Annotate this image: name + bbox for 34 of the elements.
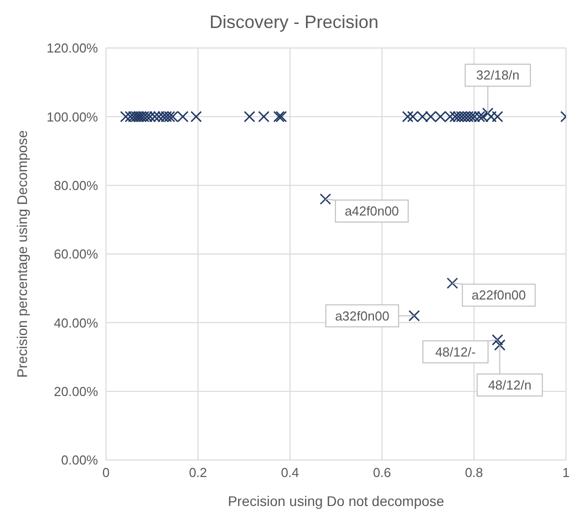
x-tick-label: 0.8 [464, 465, 484, 480]
y-tick-label: 100.00% [46, 109, 98, 124]
annotation: a42f0n00 [344, 204, 399, 219]
chart-title: Discovery - Precision [208, 11, 380, 34]
annotation: 32/18/n [476, 68, 520, 83]
point [258, 110, 270, 122]
y-tick-label: 80.00% [54, 178, 98, 193]
point [482, 108, 494, 119]
point [408, 310, 420, 322]
x-tick-label: 0 [102, 465, 110, 480]
point [492, 110, 504, 122]
x-axis-title: Precision using Do not decompose [228, 493, 444, 509]
y-tick-label: 20.00% [54, 384, 98, 399]
point [273, 110, 285, 122]
x-tick-label: 0.2 [188, 465, 208, 480]
y-tick-label: 40.00% [54, 315, 98, 330]
annotation: a22f0n00 [472, 288, 526, 303]
annotation: 48/12/n [488, 377, 532, 392]
y-tick-label: 0.00% [61, 452, 98, 468]
y-tick-label: 120.00% [46, 40, 98, 56]
point [446, 277, 458, 289]
y-axis-title: Precision percentage using Decompose [14, 130, 30, 378]
point [494, 339, 506, 351]
x-tick-label: 0.6 [372, 465, 392, 480]
annotation: 48/12/- [435, 344, 476, 360]
annotation: a32f0n00 [335, 308, 390, 324]
point [244, 110, 256, 122]
point [276, 110, 287, 122]
point [402, 110, 414, 122]
point [492, 334, 504, 346]
x-tick-label: 0.4 [280, 465, 300, 480]
x-tick-label: 1 [562, 465, 570, 480]
y-tick-label: 60.00% [54, 246, 98, 262]
point [320, 193, 332, 205]
